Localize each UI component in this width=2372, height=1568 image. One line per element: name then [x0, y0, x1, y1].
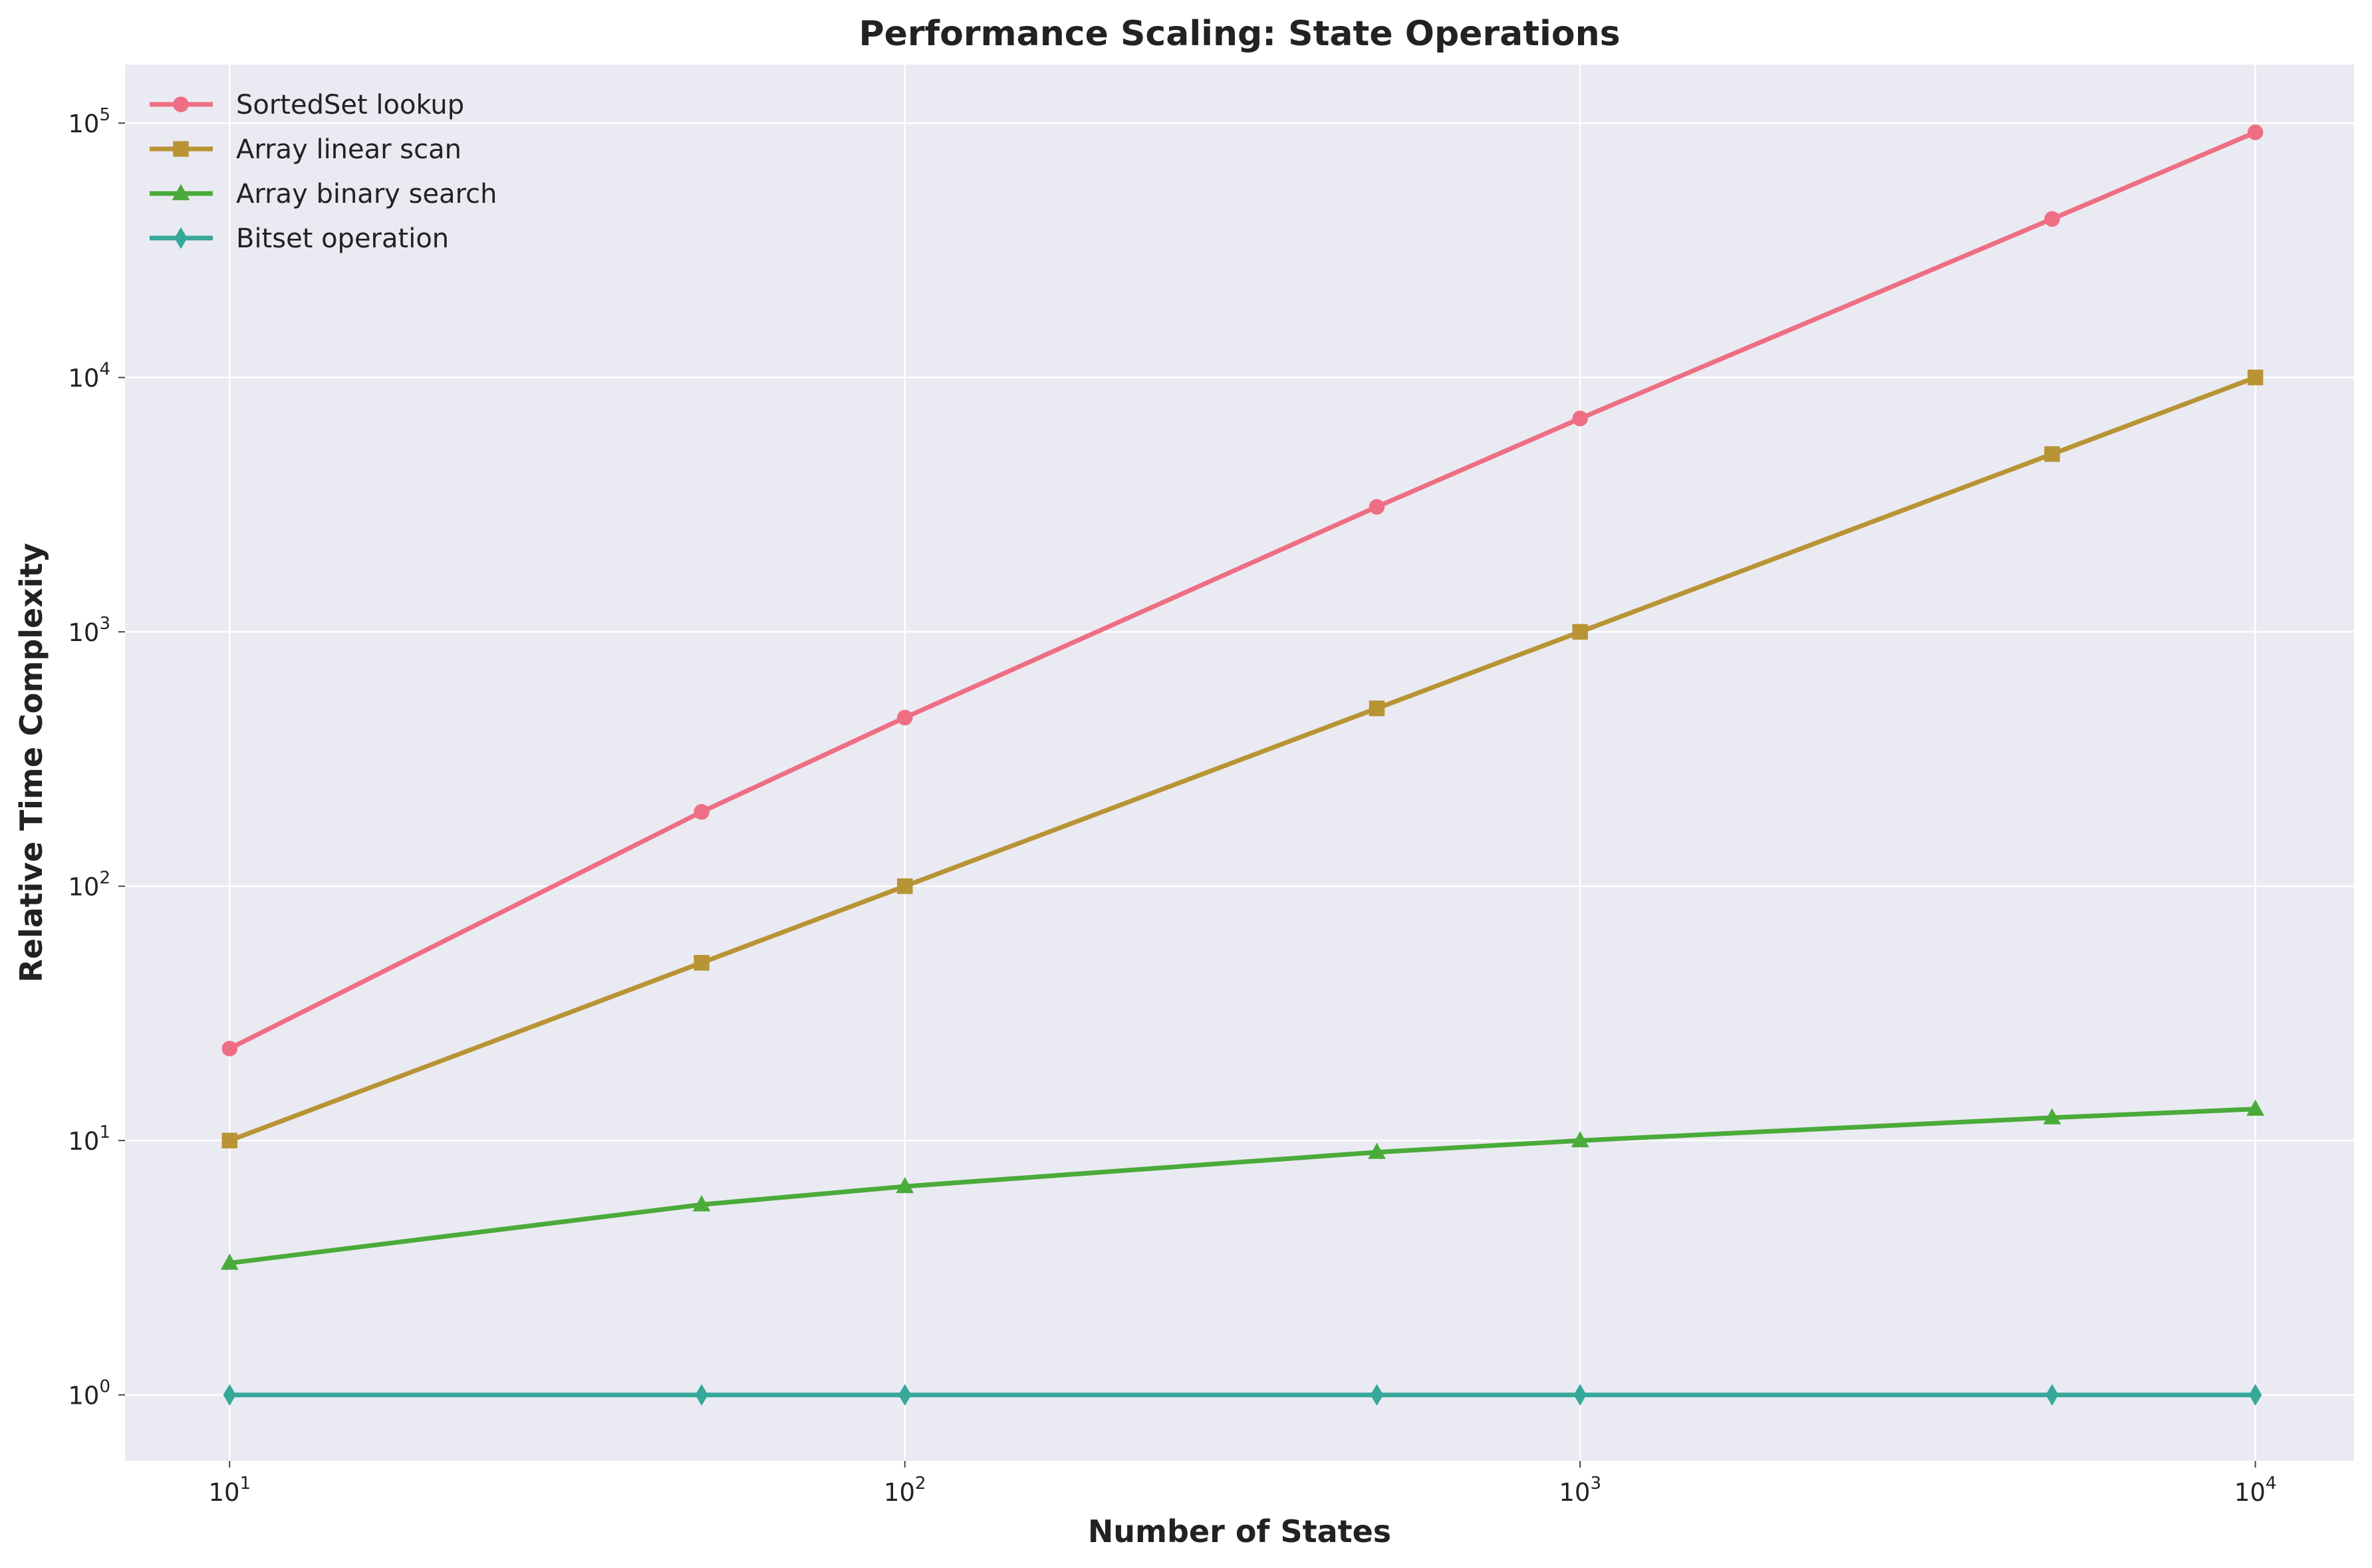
x-tick-label: 102 [884, 1474, 926, 1507]
legend-marker [174, 227, 188, 249]
legend-marker [172, 184, 190, 201]
y-tick-label: 102 [68, 868, 110, 902]
y-tick-label: 105 [68, 105, 110, 138]
data-point [1370, 1384, 1384, 1406]
data-point [1572, 410, 1588, 427]
chart-title: Performance Scaling: State Operations [858, 14, 1620, 54]
data-point [2044, 211, 2060, 227]
x-axis-ticks: 101 102 103 104 [208, 1461, 2276, 1507]
legend-marker [173, 141, 189, 157]
x-tick-label: 104 [2234, 1474, 2277, 1507]
y-axis-label: Relative Time Complexity [13, 543, 49, 982]
series-markers [220, 124, 2264, 1406]
y-tick-label: 101 [68, 1122, 110, 1156]
data-point [695, 1384, 708, 1406]
data-point [2044, 446, 2060, 462]
y-tick-label: 100 [68, 1377, 110, 1410]
data-point [223, 1384, 236, 1406]
data-point [2247, 124, 2264, 140]
data-point [220, 1253, 239, 1270]
legend-label: Array linear scan [236, 134, 461, 165]
data-point [692, 1195, 711, 1212]
legend: SortedSet lookup Array linear scan Array b… [150, 90, 497, 254]
data-point [221, 1041, 238, 1057]
data-point [694, 955, 710, 971]
data-point [896, 1176, 914, 1194]
data-point [1368, 1142, 1386, 1159]
data-point [694, 804, 710, 820]
data-point [1571, 1130, 1589, 1148]
data-point [1573, 1384, 1587, 1406]
data-point [2246, 1099, 2264, 1116]
data-point [2045, 1384, 2059, 1406]
y-axis-ticks: 100 101 102 103 104 105 [68, 105, 125, 1410]
data-point [896, 710, 913, 725]
x-tick-label: 103 [1559, 1474, 1601, 1507]
data-point [1572, 624, 1588, 640]
legend-label: SortedSet lookup [236, 90, 464, 120]
data-point [2043, 1108, 2061, 1124]
plot-area [125, 65, 2354, 1461]
x-tick-label: 101 [208, 1474, 251, 1507]
data-point [221, 1132, 238, 1148]
data-point [898, 1384, 912, 1406]
data-point [1369, 499, 1385, 515]
y-tick-label: 104 [68, 360, 110, 393]
legend-marker [173, 96, 189, 112]
data-point [2247, 369, 2264, 386]
data-point [896, 878, 913, 894]
data-point [2248, 1384, 2262, 1406]
legend-label: Array binary search [236, 179, 497, 209]
data-point [1369, 700, 1385, 717]
x-axis-label: Number of States [1088, 1513, 1391, 1549]
y-tick-label: 103 [68, 614, 110, 647]
legend-label: Bitset operation [236, 223, 449, 254]
